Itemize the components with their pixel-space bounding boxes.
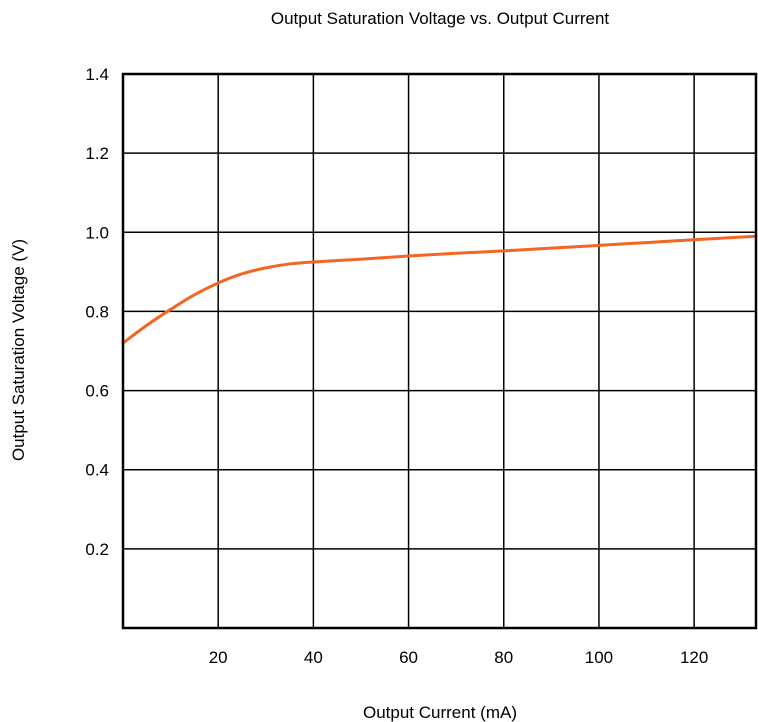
y-tick-label: 1.4 [85, 65, 109, 84]
x-axis-ticks: 20 40 60 80 100 120 [209, 648, 709, 667]
y-tick-label: 1.0 [85, 223, 109, 242]
y-axis-label: Output Saturation Voltage (V) [9, 239, 28, 461]
y-axis-ticks: 0.2 0.4 0.6 0.8 1.0 1.2 1.4 [85, 65, 109, 559]
x-tick-label: 40 [304, 648, 323, 667]
y-tick-label: 0.8 [85, 302, 109, 321]
plot-frame [121, 72, 758, 630]
x-tick-label: 100 [585, 648, 613, 667]
plot-area [121, 234, 758, 345]
x-tick-label: 20 [209, 648, 228, 667]
grid [123, 73, 756, 628]
x-tick-label: 80 [494, 648, 513, 667]
series-line [121, 234, 758, 345]
y-tick-label: 0.2 [85, 540, 109, 559]
y-tick-label: 0.4 [85, 461, 109, 480]
x-axis-label: Output Current (mA) [363, 703, 517, 722]
x-tick-label: 60 [399, 648, 418, 667]
x-tick-label: 120 [680, 648, 708, 667]
chart-title: Output Saturation Voltage vs. Output Cur… [271, 9, 610, 28]
y-tick-label: 0.6 [85, 382, 109, 401]
y-tick-label: 1.2 [85, 144, 109, 163]
